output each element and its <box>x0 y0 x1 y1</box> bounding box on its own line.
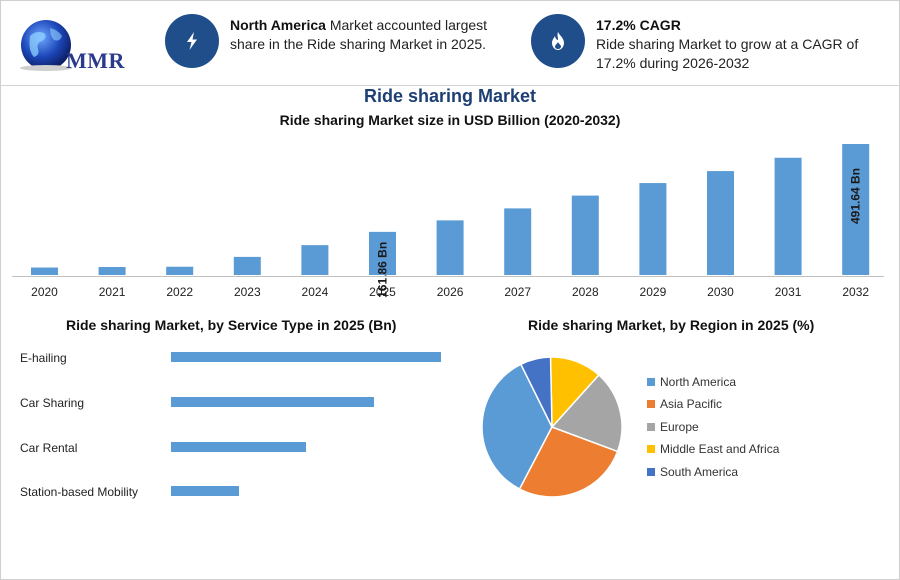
bar-2026 <box>436 220 464 275</box>
x-tick-2029: 2029 <box>640 285 667 299</box>
service-bar-car-rental <box>171 442 306 452</box>
bar-2030 <box>707 171 734 275</box>
data-label-2025: 161.86 Bn <box>376 242 390 298</box>
header-divider <box>0 85 900 86</box>
legend-swatch-middle-east-and-africa <box>647 445 655 453</box>
bar-2020 <box>31 267 58 275</box>
lightning-icon <box>165 14 219 68</box>
service-label-car-rental: Car Rental <box>20 441 78 455</box>
legend-label-north-america: North America <box>660 375 737 389</box>
chart-title: Ride sharing Market <box>363 86 537 106</box>
x-axis-line <box>12 276 884 277</box>
legend-label-asia-pacific: Asia Pacific <box>660 397 723 411</box>
pie-slice-north-america <box>481 363 553 491</box>
pie-slice-europe <box>550 373 623 453</box>
legend-label-europe: Europe <box>660 420 699 434</box>
bar-2029 <box>639 183 667 275</box>
kpi-2-text: Ride sharing Market to grow at a CAGR of… <box>596 36 859 71</box>
kpi-1-bold: North America <box>230 17 326 33</box>
pie-slice-south-america <box>519 356 553 428</box>
service-label-car-sharing: Car Sharing <box>20 396 85 410</box>
service-bar-car-sharing <box>171 397 374 407</box>
legend-label-south-america: South America <box>660 465 739 479</box>
bar-2023 <box>233 256 261 275</box>
x-tick-2028: 2028 <box>572 285 599 299</box>
logo-text: MMR <box>66 48 125 73</box>
kpi-2-bold: 17.2% CAGR <box>596 17 681 33</box>
bar-2024 <box>301 245 329 275</box>
x-tick-2021: 2021 <box>99 285 126 299</box>
service-label-station-based-mobility: Station-based Mobility <box>20 485 139 499</box>
x-tick-2022: 2022 <box>166 285 193 299</box>
x-tick-2025: 2025 <box>369 285 396 299</box>
legend-label-middle-east-and-africa: Middle East and Africa <box>660 442 780 456</box>
region-title: Ride sharing Market, by Region in 2025 (… <box>528 317 815 333</box>
mmr-logo <box>16 18 136 76</box>
x-tick-2032: 2032 <box>842 285 869 299</box>
flame-icon <box>531 14 585 68</box>
globe-icon <box>20 20 72 71</box>
chart-subtitle: Ride sharing Market size in USD Billion … <box>279 112 621 128</box>
x-tick-2027: 2027 <box>504 285 531 299</box>
x-tick-2026: 2026 <box>437 285 464 299</box>
x-tick-2030: 2030 <box>707 285 734 299</box>
bar-2027 <box>504 208 532 275</box>
x-tick-2023: 2023 <box>234 285 261 299</box>
legend-swatch-south-america <box>647 468 655 476</box>
legend-swatch-asia-pacific <box>647 400 655 408</box>
bar-2022 <box>166 266 194 275</box>
service-label-e-hailing: E-hailing <box>20 351 67 365</box>
bar-2031 <box>774 157 802 275</box>
bar-2021 <box>98 267 126 275</box>
service-bar-e-hailing <box>171 352 441 362</box>
service-bar-station-based-mobility <box>171 486 239 496</box>
x-tick-2031: 2031 <box>775 285 802 299</box>
bar-2025 <box>369 231 396 275</box>
legend-swatch-north-america <box>647 378 655 386</box>
x-tick-2024: 2024 <box>302 285 329 299</box>
service-type-title: Ride sharing Market, by Service Type in … <box>66 317 397 333</box>
kpi-cagr: 17.2% CAGR Ride sharing Market to grow a… <box>596 16 866 73</box>
region-pie-chart <box>481 356 623 498</box>
bar-2032 <box>842 144 870 275</box>
x-tick-2020: 2020 <box>31 285 58 299</box>
kpi-north-america: North America Market accounted largest s… <box>230 16 510 54</box>
legend-swatch-europe <box>647 423 655 431</box>
bar-2028 <box>571 195 599 275</box>
data-label-2032: 491.64 Bn <box>849 168 863 224</box>
kpi-1-text: Market accounted largest share in the Ri… <box>230 17 488 52</box>
pie-slice-asia-pacific <box>518 426 619 498</box>
